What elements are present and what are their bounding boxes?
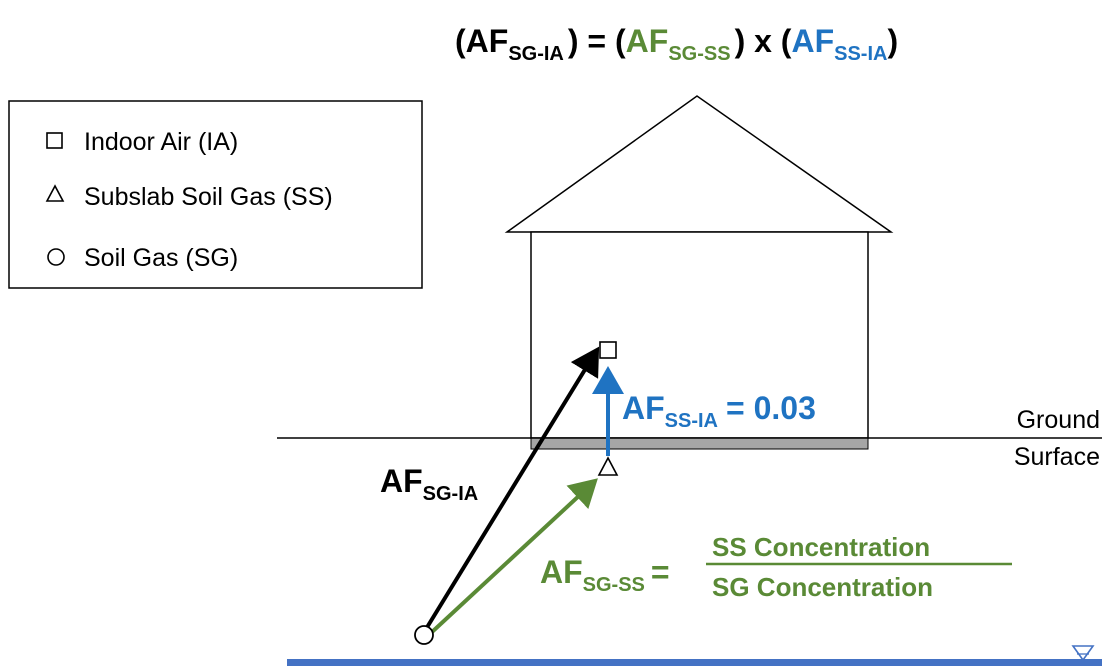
fraction-denominator: SG Concentration	[712, 572, 933, 602]
soil-gas-sample-icon	[414, 625, 434, 645]
circle-icon	[47, 248, 65, 266]
water-table	[287, 659, 1102, 666]
subslab-sample-icon	[597, 456, 619, 476]
legend-label-indoor-air: Indoor Air (IA)	[84, 128, 238, 156]
fraction-numerator: SS Concentration	[712, 532, 930, 562]
indoor-air-sample-icon	[599, 341, 617, 359]
water-table-icon	[1071, 645, 1095, 662]
basement-slab	[530, 437, 869, 450]
legend-box	[8, 100, 423, 289]
ground-label: Ground	[1017, 406, 1100, 434]
af-sg-ss-label: AFSG-SS =	[540, 554, 670, 596]
legend-label-soil-gas: Soil Gas (SG)	[84, 244, 238, 272]
legend-label-subslab: Subslab Soil Gas (SS)	[84, 183, 333, 211]
house-walls	[530, 231, 869, 439]
af-sg-ia-label: AFSG-IA	[380, 463, 478, 505]
house	[504, 95, 894, 450]
top-equation: (AFSG-IA) = (AFSG-SS) x (AFSS-IA)	[455, 23, 898, 65]
af-sg-ss-arrow	[430, 478, 598, 634]
house-roof	[504, 95, 894, 233]
square-icon	[46, 132, 63, 149]
triangle-icon	[45, 184, 65, 202]
legend: Indoor Air (IA) Subslab Soil Gas (SS) So…	[8, 100, 423, 289]
surface-label: Surface	[1014, 443, 1100, 471]
af-sg-ia-arrow	[424, 346, 600, 631]
af-ss-ia-label: AFSS-IA = 0.03	[622, 390, 816, 432]
